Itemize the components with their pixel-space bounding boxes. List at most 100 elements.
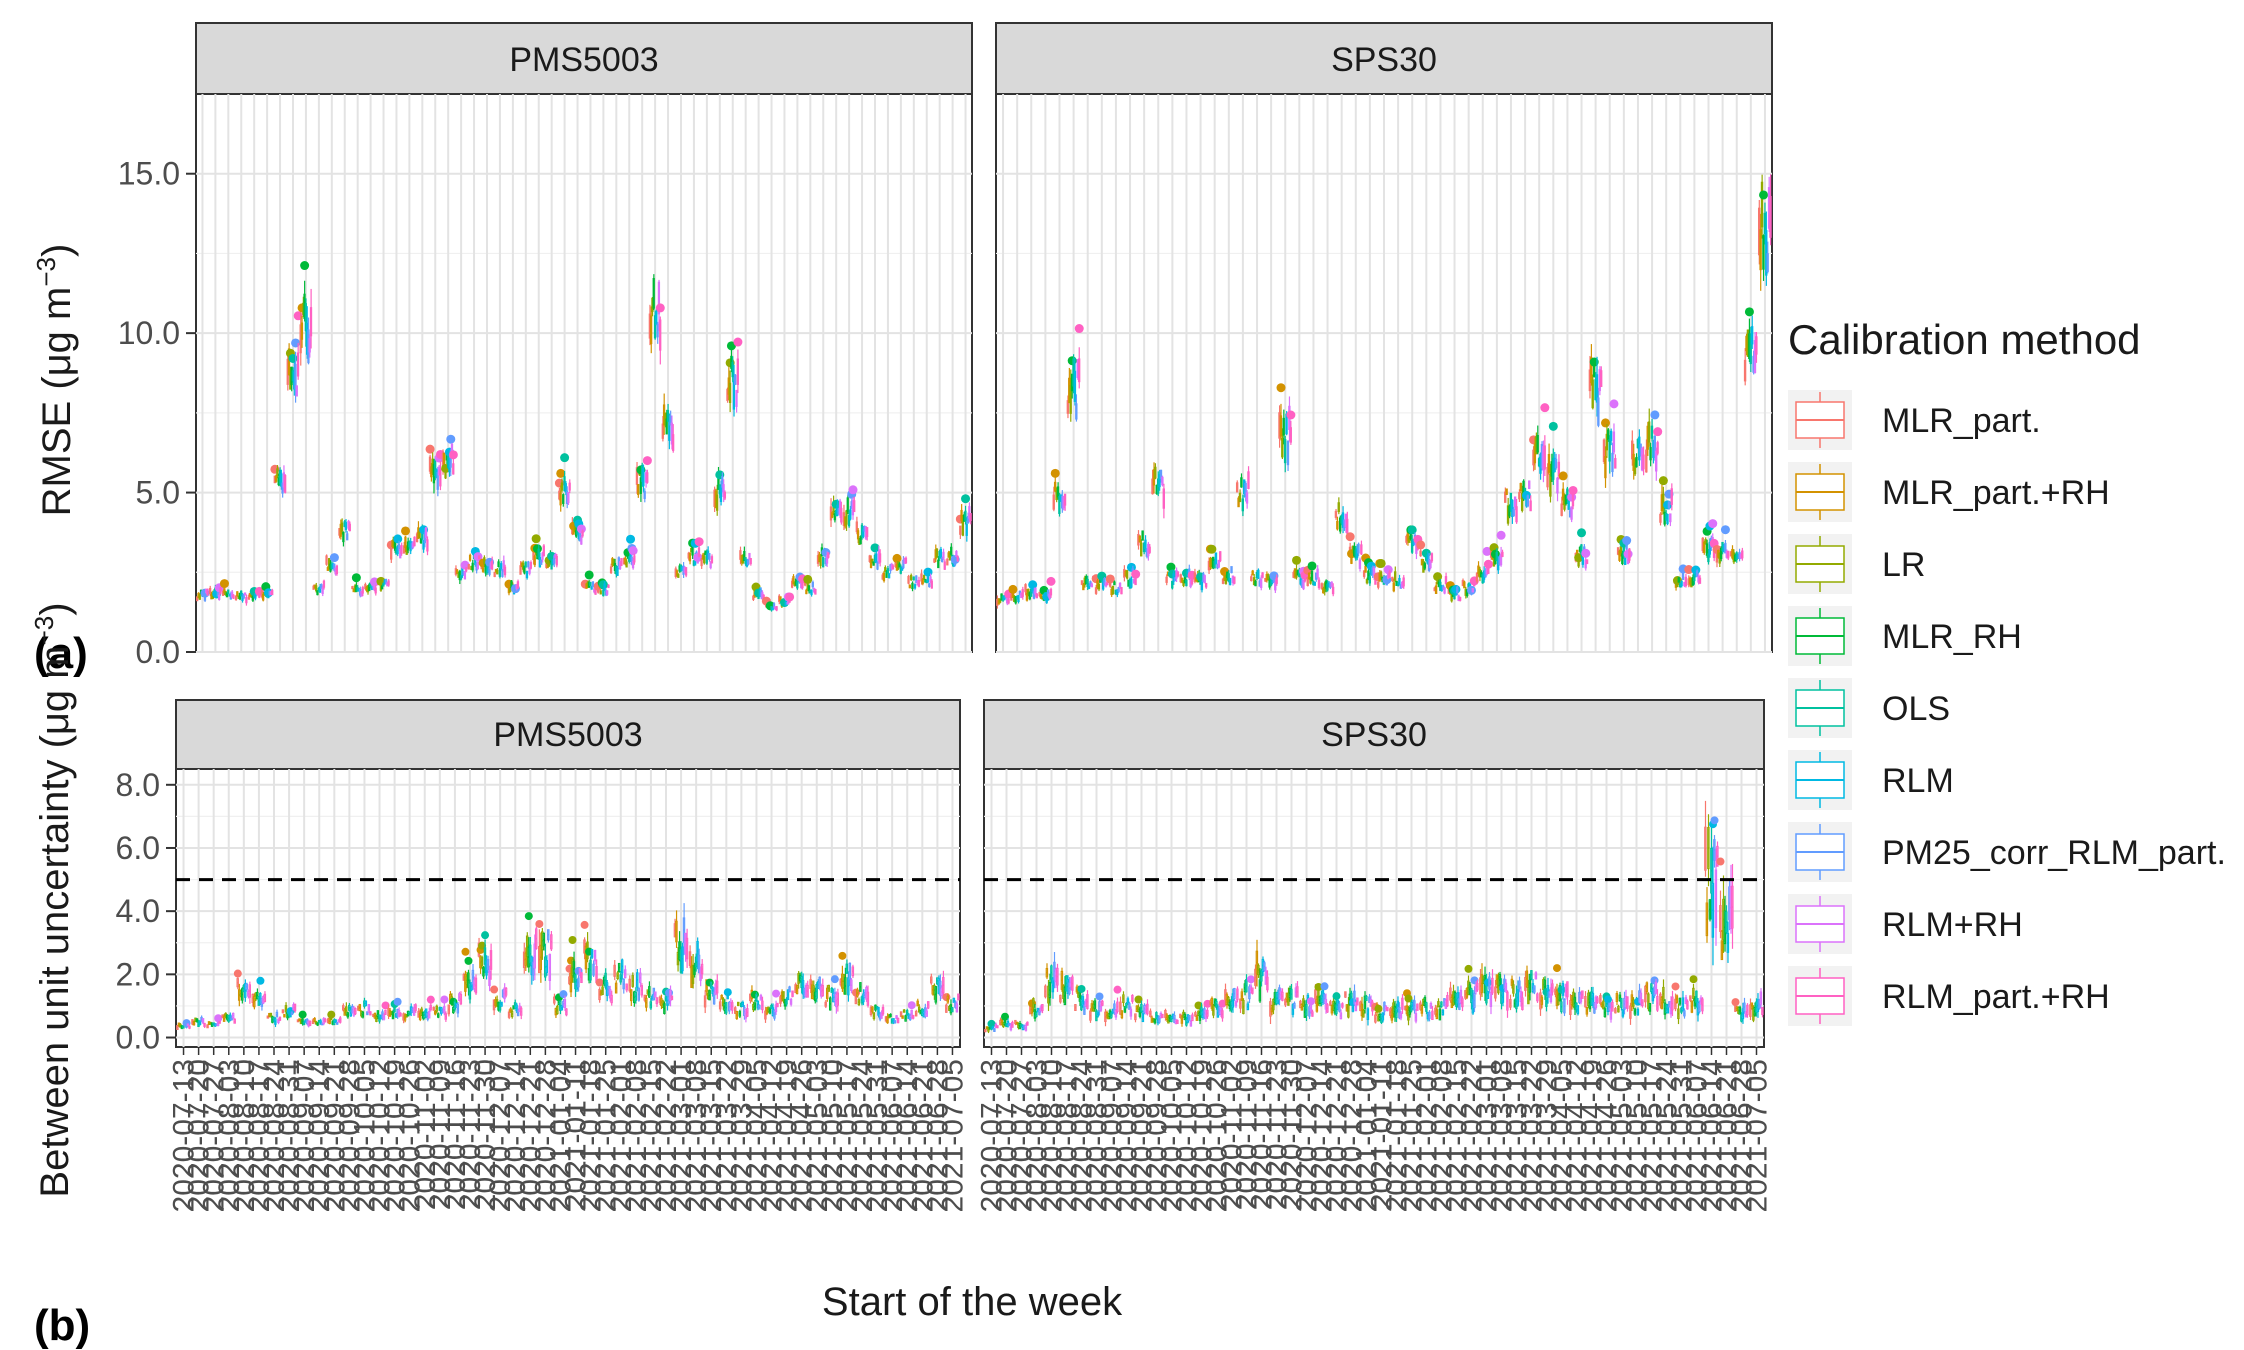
outlier-point [1568,485,1578,495]
week-box-group [1008,584,1024,605]
week-box-group [1264,571,1279,594]
week-box-group [803,574,817,597]
facet-strip-label: PMS5003 [493,716,642,754]
outlier-point [803,574,813,584]
week-box-group [1574,528,1591,571]
outlier-point [1105,574,1115,584]
week-box-group [1546,421,1561,503]
outlier-point [580,920,589,929]
week-box-group [622,534,638,570]
outlier-point [1558,471,1568,481]
week-box-group [1345,532,1363,572]
outlier-point [1522,490,1532,500]
outlier-point [524,912,533,921]
week-box-group [454,560,470,585]
week-box-group [554,453,571,512]
week-box-group [196,588,210,603]
outlier-point [642,456,652,466]
outlier-point [626,534,636,544]
week-box-group [338,518,351,547]
week-box-group [1250,568,1264,591]
outlier-point [1653,427,1663,437]
outlier-point [1131,569,1141,579]
week-box-group [1361,553,1377,586]
outlier-point [481,931,490,940]
week-box-group [1529,403,1550,483]
week-box-group [351,573,364,598]
outlier-point [1307,561,1317,571]
outlier-point [1720,525,1730,535]
outlier-point [1008,584,1018,594]
outlier-point [1407,525,1417,535]
week-box-group [892,553,908,575]
outlier-point [233,969,242,978]
outlier-point [490,985,499,994]
facet-strip-label: SPS30 [1331,41,1437,79]
outlier-point [1581,548,1591,558]
outlier-point [838,951,847,960]
week-box-group [1475,546,1493,584]
week-box-group [946,543,960,568]
outlier-point [401,526,411,536]
week-box-group [1631,429,1645,480]
week-box-group [312,579,326,597]
outlier-point [464,956,473,965]
week-box-group [829,495,843,528]
week-box-group [1405,525,1423,560]
outlier-point [655,303,665,313]
outlier-point [426,995,435,1004]
outlier-point [1166,562,1176,572]
outlier-point [531,534,541,544]
outlier-point [440,995,449,1004]
week-box-group [778,592,795,608]
week-box-group [580,570,597,595]
week-box-group [1757,174,1772,291]
outlier-point [1708,519,1718,529]
panel-a-facet-1: PMS5003 [195,22,973,653]
outlier-point [705,978,714,987]
week-box-group [700,546,714,570]
outlier-point [256,976,265,985]
week-box-group [1645,408,1663,481]
week-box-group [544,550,558,570]
panel-a-facet-2: SPS30 [995,22,1773,653]
outlier-point [1028,580,1038,590]
outlier-point [628,546,638,556]
week-box-group [661,393,675,453]
week-box-group [635,456,652,503]
outlier-point [1207,544,1217,554]
outlier-point [214,1014,223,1023]
week-box-group [1292,555,1310,591]
week-box-group [530,534,545,568]
outlier-point [300,261,310,271]
outlier-point [1622,536,1632,546]
week-box-group [1123,562,1141,589]
week-box-group [1080,574,1095,591]
week-box-group [1024,580,1039,602]
week-box-group [493,555,507,579]
outlier-point [327,1010,336,1019]
outlier-point [750,990,759,999]
outlier-point [733,337,743,347]
week-box-group [1334,497,1349,537]
week-box-group [1220,566,1236,586]
outlier-point [568,936,577,945]
week-box-group [219,579,235,600]
week-box-group [1504,487,1518,526]
outlier-point [1483,559,1493,569]
week-box-group [401,526,416,555]
outlier-point [559,990,568,999]
panel-a: PMS5003 SPS30 0.0 5.0 10.0 15.0 RMSE (μg m−… [31,22,1773,678]
outlier-point [723,988,732,997]
outlier-point [1451,584,1461,594]
outlier-point [1691,565,1701,575]
week-box-group [1373,558,1393,590]
week-box-group [842,485,858,531]
week-box-group [386,534,403,563]
outlier-point [1609,399,1619,409]
week-box-group [1303,561,1321,590]
outlier-point [535,919,544,928]
week-box-group [260,582,274,602]
week-box-group [1320,579,1335,597]
outlier-point [329,553,339,563]
